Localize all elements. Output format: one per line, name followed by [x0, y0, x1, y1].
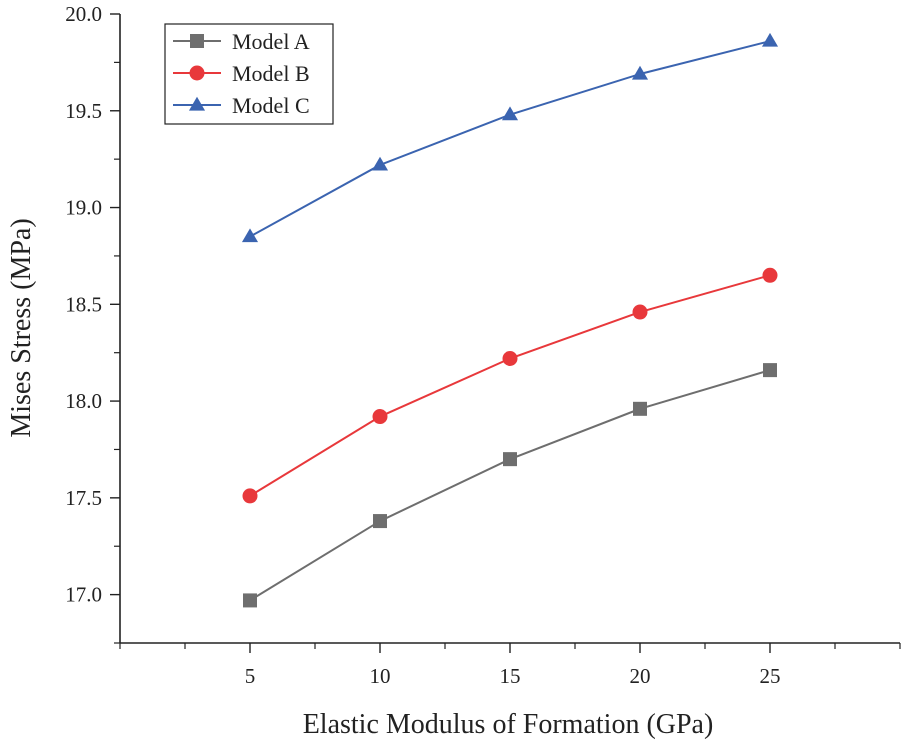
y-tick-label: 19.0 — [65, 196, 102, 220]
y-tick-label: 18.5 — [65, 292, 102, 316]
legend: Model A Model B Model C — [164, 23, 334, 125]
y-tick-label: 20.0 — [65, 2, 102, 26]
tick-labels: 5 10 15 20 25 17.0 17.5 18.0 18.5 19.0 19.5 20.0 — [65, 2, 780, 688]
data-point-model-a — [373, 514, 387, 529]
data-point-model-b — [632, 304, 648, 320]
data-point-model-b — [762, 267, 778, 283]
data-point-model-a — [503, 452, 517, 467]
x-tick-label: 25 — [760, 664, 781, 688]
y-tick-label: 19.5 — [65, 99, 102, 123]
x-tick-label: 5 — [245, 664, 256, 688]
y-tick-label: 17.0 — [65, 583, 102, 607]
data-point-model-c — [371, 156, 389, 171]
legend-label-model-b: Model B — [232, 61, 310, 86]
data-point-model-c — [631, 65, 649, 80]
data-point-model-b — [502, 350, 518, 366]
legend-label-model-a: Model A — [232, 29, 310, 54]
data-point-model-c — [761, 32, 779, 47]
x-axis-title: Elastic Modulus of Formation (GPa) — [303, 709, 714, 740]
x-tick-label: 15 — [500, 664, 521, 688]
data-point-model-a — [243, 593, 257, 608]
x-tick-label: 10 — [370, 664, 391, 688]
data-point-model-b — [242, 488, 258, 504]
y-tick-label: 18.0 — [65, 389, 102, 413]
y-axis-title: Mises Stress (MPa) — [6, 218, 37, 437]
data-point-model-a — [633, 401, 647, 416]
series-group — [241, 32, 779, 608]
data-point-model-c — [501, 106, 519, 121]
legend-label-model-c: Model C — [232, 93, 310, 118]
data-point-model-c — [241, 228, 259, 243]
legend-marker-model-b — [189, 65, 205, 81]
series-line-model-a — [249, 369, 771, 602]
data-point-model-a — [763, 363, 777, 378]
ticks — [110, 13, 901, 653]
y-tick-label: 17.5 — [65, 486, 102, 510]
data-point-model-b — [372, 409, 388, 425]
legend-marker-model-c — [188, 96, 206, 111]
x-tick-label: 20 — [630, 664, 651, 688]
legend-marker-model-a — [190, 34, 204, 48]
